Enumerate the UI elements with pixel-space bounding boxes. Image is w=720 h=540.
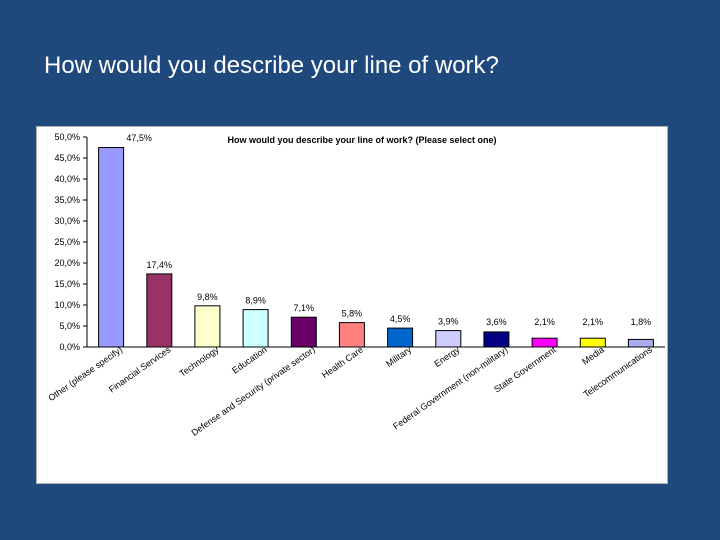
x-tick-label: Media [580,344,606,366]
bar [387,327,414,348]
x-tick-label: Education [230,344,269,375]
y-tick-label: 0,0% [59,342,80,352]
bar [435,330,462,348]
y-tick-label: 15,0% [54,279,80,289]
bar-value-label: 4,5% [390,314,411,324]
x-tick-label: Health Care [320,344,365,380]
bar-value-label: 47,5% [126,133,152,143]
bar [194,305,221,348]
bar [146,273,173,348]
bar [338,322,365,348]
bar [579,337,606,348]
chart-panel: How would you describe your line of work… [36,126,668,484]
y-axis: 0,0% 5,0% 10,0% 15,0% 20,0% 25,0% 30,0% 35,0% 40… [54,132,665,352]
chart-title: How would you describe your line of work… [227,135,496,145]
bar [627,338,654,348]
bar-value-label: 1,8% [631,317,652,327]
x-axis-tick-labels: Other (please specify)Financial Services… [46,344,654,438]
bar-value-label: 5,8% [342,309,363,319]
bar [242,309,269,348]
y-tick-label: 50,0% [54,132,80,142]
y-tick-label: 20,0% [54,258,80,268]
bar [98,147,125,348]
bar [531,337,558,348]
bars [98,147,654,348]
y-tick-label: 30,0% [54,216,80,226]
y-tick-label: 10,0% [54,300,80,310]
x-tick-label: Military [384,344,413,369]
bar-value-label: 7,1% [294,303,315,313]
bar-value-label: 2,1% [534,317,555,327]
slide-title: How would you describe your line of work… [44,52,499,79]
value-labels: 47,5% 17,4% 9,8% 8,9% 7,1% 5,8% 4,5% 3,9% 3,6% 2,… [126,133,651,327]
bar-value-label: 3,6% [486,317,507,327]
bar [483,331,510,348]
y-tick-label: 5,0% [59,321,80,331]
y-tick-label: 35,0% [54,195,80,205]
y-tick-label: 45,0% [54,153,80,163]
bar-chart: How would you describe your line of work… [46,132,665,438]
bar-value-label: 3,9% [438,317,459,327]
bar-value-label: 2,1% [583,317,604,327]
y-tick-label: 25,0% [54,237,80,247]
bar-value-label: 8,9% [245,296,266,306]
bar [290,316,317,348]
bar-value-label: 17,4% [147,260,173,270]
x-tick-label: Technology [178,344,221,379]
y-tick-label: 40,0% [54,174,80,184]
x-tick-label: Energy [432,344,462,369]
bar-value-label: 9,8% [197,292,218,302]
